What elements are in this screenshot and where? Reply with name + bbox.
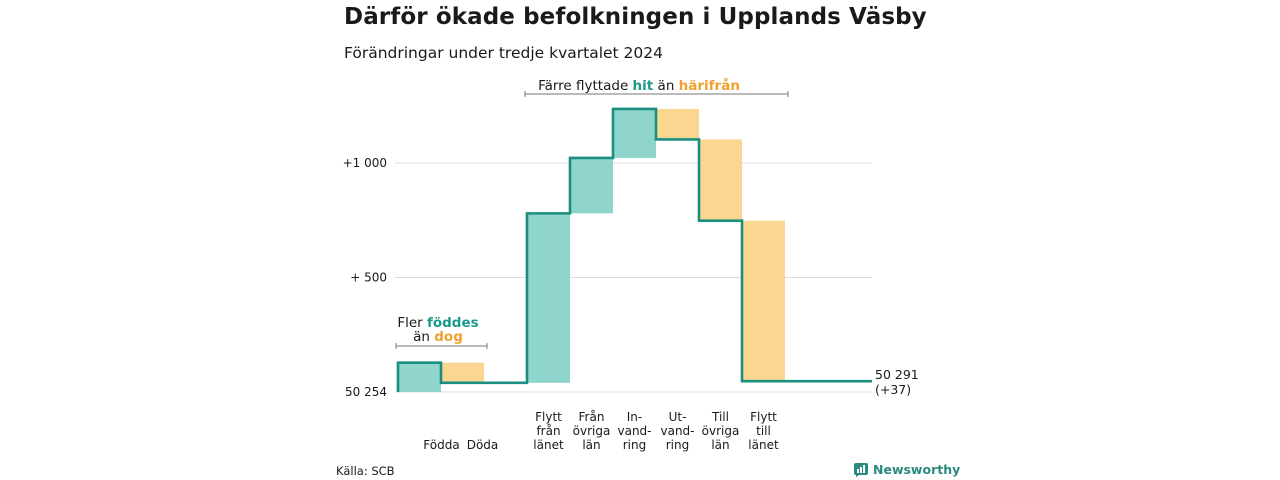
bar-7 (742, 220, 785, 382)
bar-6 (699, 139, 742, 221)
category-label-5-1: vand- (660, 424, 694, 438)
source-note: Källa: SCB (336, 464, 395, 478)
category-label-6-0: Till (711, 410, 729, 424)
category-label-7-0: Flytt (750, 410, 777, 424)
bar-2 (527, 213, 570, 383)
category-label-4-1: vand- (617, 424, 651, 438)
category-label-6-1: övriga (702, 424, 740, 438)
category-label-5-2: ring (666, 438, 690, 452)
category-label-2-0: Flytt (535, 410, 562, 424)
category-label-7-1: till (756, 424, 771, 438)
start-value-label: 50 254 (345, 385, 387, 399)
category-label-6-2: län (711, 438, 729, 452)
end-change-label: (+37) (875, 382, 911, 397)
category-label-3-1: övriga (573, 424, 611, 438)
category-label-4-0: In- (627, 410, 642, 424)
bar-5 (656, 108, 699, 140)
move-annotation: Färre flyttade hit än härifrån (538, 77, 740, 94)
category-label-2-2: länet (533, 438, 564, 452)
category-label-7-2: länet (748, 438, 779, 452)
chart-title: Därför ökade befolkningen i Upplands Väs… (344, 4, 927, 30)
newsworthy-logo-icon (854, 462, 868, 477)
category-label-4-2: ring (623, 438, 647, 452)
chart-subtitle: Förändringar under tredje kvartalet 2024 (344, 44, 663, 62)
bar-1 (441, 362, 484, 383)
category-label-1-0: Döda (467, 438, 499, 452)
cumulative-step-line (396, 107, 872, 392)
y-tick-label-500: + 500 (350, 271, 387, 285)
bar-3 (570, 157, 613, 214)
category-label-3-2: län (582, 438, 600, 452)
category-label-0-0: Födda (423, 438, 459, 452)
brand-name: Newsworthy (873, 462, 961, 477)
birth-annotation-line2: än dog (413, 329, 463, 345)
bar-0 (398, 362, 441, 392)
category-label-5-0: Ut- (669, 410, 687, 424)
birth-annotation-line1: Fler föddes (397, 315, 478, 331)
y-tick-label-1000: +1 000 (343, 156, 387, 170)
end-value-label: 50 291 (875, 367, 919, 382)
category-label-2-1: från (536, 424, 560, 438)
brand-logo[interactable]: Newsworthy (854, 462, 960, 477)
bar-4 (613, 108, 656, 158)
category-label-3-0: Från (579, 410, 605, 424)
